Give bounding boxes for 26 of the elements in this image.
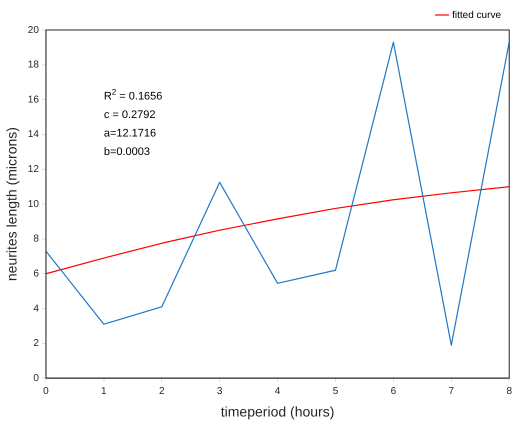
x-tick-label: 1	[101, 386, 108, 397]
x-tick-label: 2	[158, 386, 165, 397]
x-tick-label: 6	[390, 386, 397, 397]
y-tick-label: 14	[28, 129, 40, 140]
y-tick-label: 12	[28, 164, 40, 176]
y-tick-label: 0	[33, 372, 40, 384]
y-tick-label: 10	[28, 198, 40, 210]
annotation: c = 0.2792	[104, 109, 156, 122]
x-tick-label: 8	[506, 386, 512, 397]
x-tick-label: 4	[274, 386, 281, 397]
y-tick-label: 8	[33, 234, 40, 245]
y-tick-label: 6	[33, 268, 40, 280]
x-axis-title: timeperiod (hours)	[220, 403, 334, 420]
y-tick-label: 16	[28, 94, 40, 106]
x-tick-label: 5	[332, 386, 339, 397]
x-tick-label: 7	[448, 386, 455, 397]
y-tick-label: 20	[28, 24, 40, 36]
x-tick-label: 3	[216, 386, 223, 397]
y-tick-label: 4	[33, 303, 40, 314]
annotation: b=0.0003	[104, 146, 150, 158]
y-tick-label: 2	[33, 338, 40, 350]
x-tick-label: 0	[43, 386, 50, 397]
legend-label: fitted curve	[452, 10, 502, 21]
annotation: a=12.1716	[104, 128, 156, 140]
y-tick-label: 18	[28, 60, 40, 71]
y-axis-title: neurites length (microns)	[3, 127, 20, 282]
